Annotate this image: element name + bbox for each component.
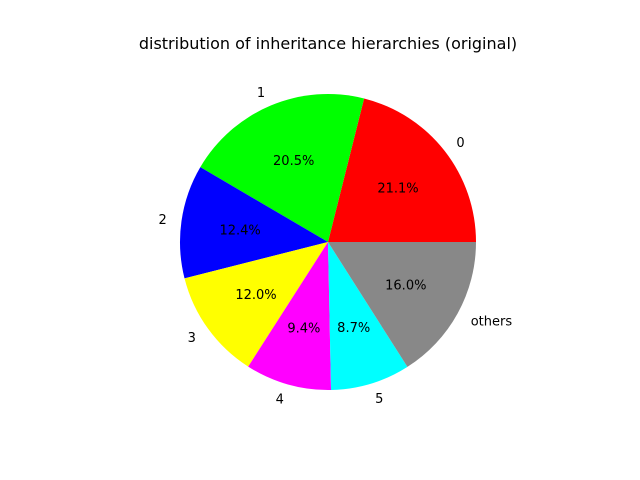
pie-slice-5 [328, 242, 408, 390]
chart-title: distribution of inheritance hierarchies … [139, 34, 517, 53]
slice-pct-label-0: 21.1% [377, 181, 418, 196]
slice-pct-label-5: 8.7% [337, 321, 370, 336]
pie-slices [180, 94, 476, 391]
slice-label-4: 4 [276, 393, 284, 408]
slice-label-2: 2 [159, 213, 167, 228]
slice-pct-label-1: 20.5% [273, 154, 314, 169]
pie-labels: 0 21.1% 1 20.5% 2 12.4% 3 12.0% 4 9.4% 5 8.7% others… [159, 86, 513, 408]
slice-label-1: 1 [257, 86, 265, 101]
slice-label-others: others [471, 314, 513, 329]
pie-slice-4 [248, 242, 332, 391]
pie-slice-others [328, 242, 476, 367]
slice-label-3: 3 [188, 331, 196, 346]
pie-slice-2 [180, 167, 328, 279]
pie-slice-1 [200, 94, 365, 242]
slice-pct-label-2: 12.4% [219, 224, 260, 239]
slice-label-5: 5 [375, 392, 383, 407]
pie-slice-0 [328, 98, 476, 242]
slice-label-0: 0 [456, 136, 464, 151]
slice-pct-label-others: 16.0% [385, 279, 426, 294]
slice-pct-label-3: 12.0% [235, 288, 276, 303]
slice-pct-label-4: 9.4% [287, 322, 320, 337]
pie-slice-3 [184, 242, 328, 367]
